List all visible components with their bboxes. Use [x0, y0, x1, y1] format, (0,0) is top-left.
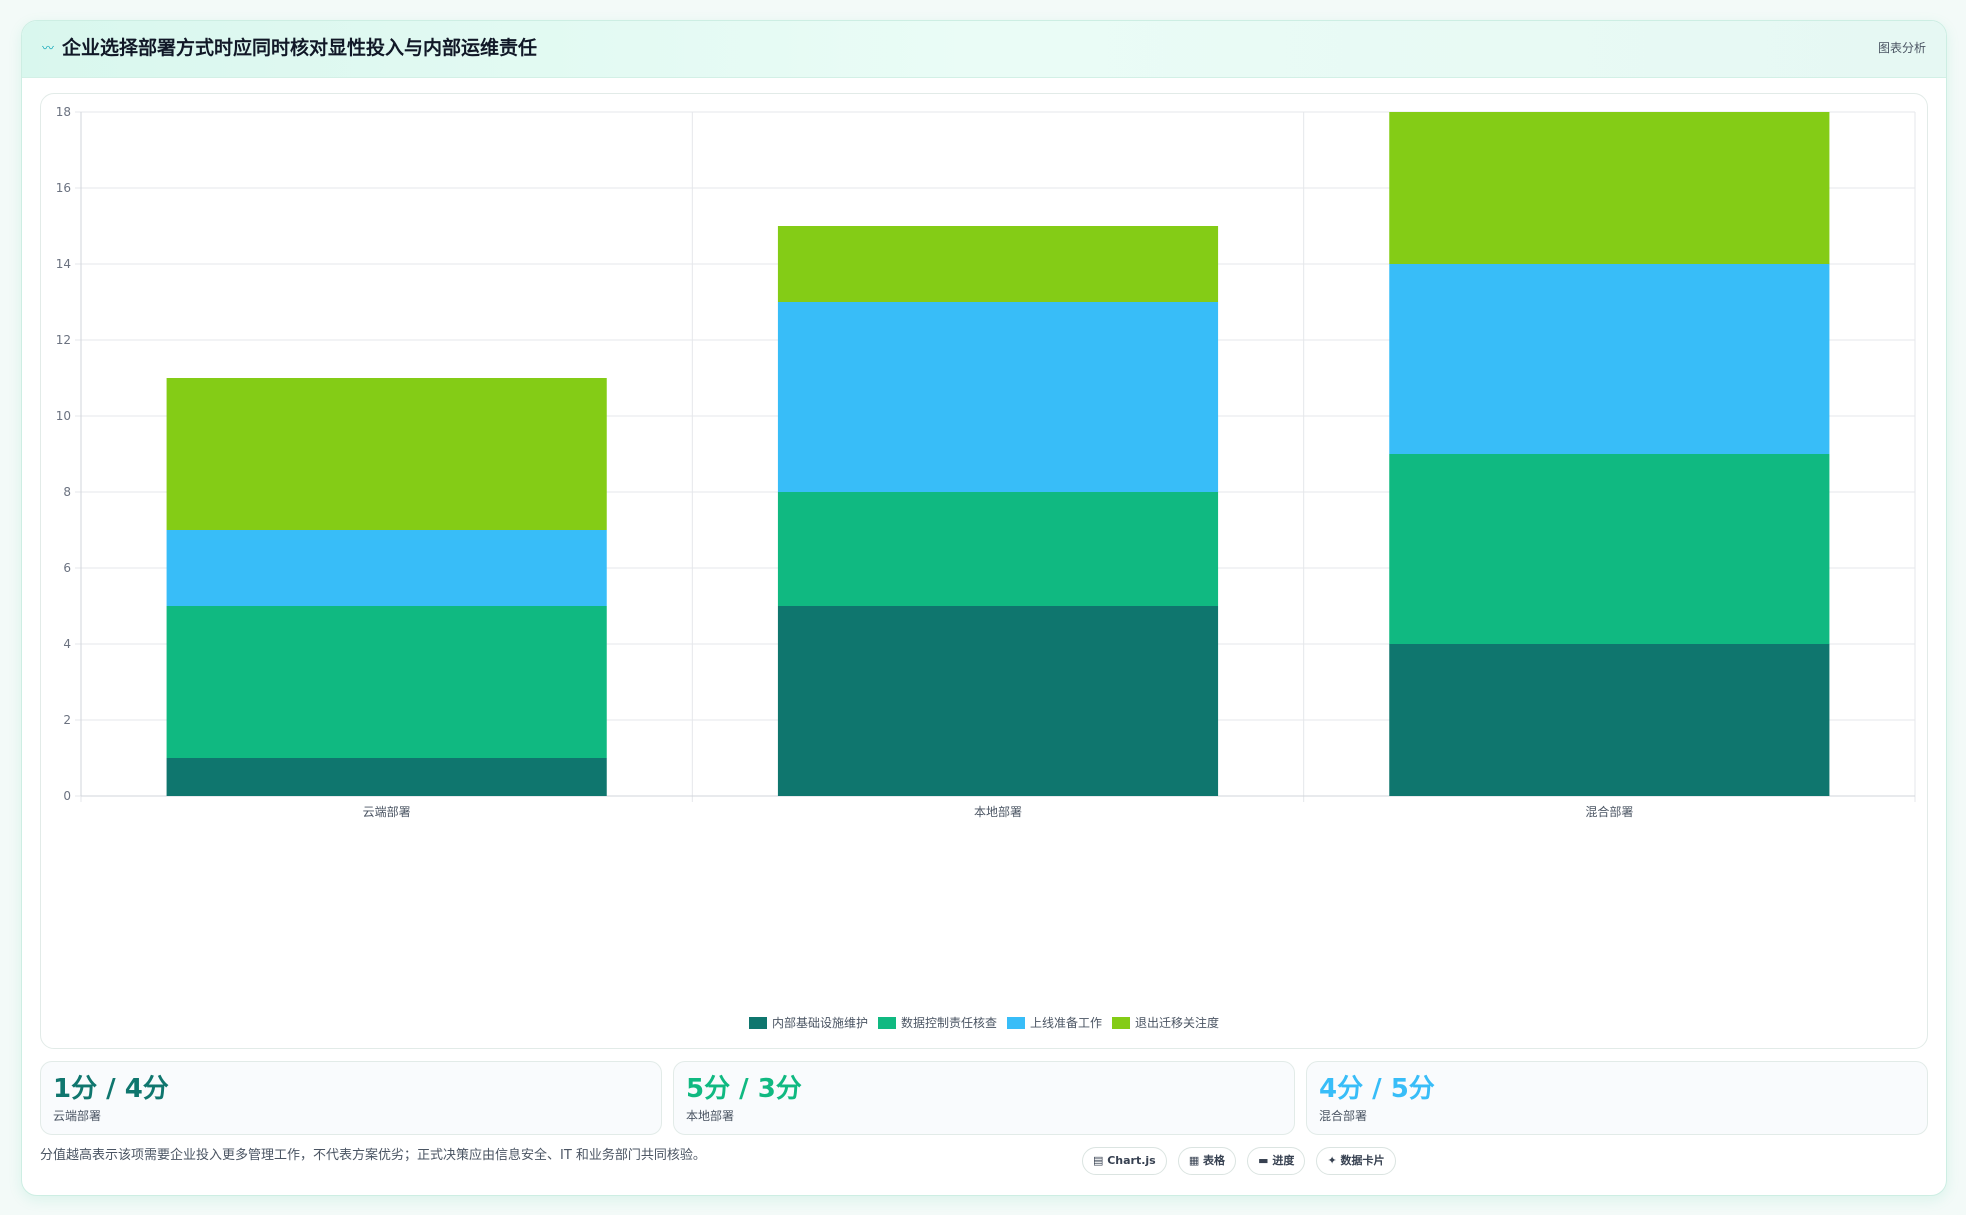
y-tick-label: 18	[56, 105, 71, 119]
legend-item[interactable]: 内部基础设施维护	[748, 1014, 868, 1031]
bar-segment	[166, 378, 607, 530]
bar-segment	[166, 758, 607, 796]
y-tick-label: 4	[63, 637, 71, 651]
stat-value: 1分 / 4分	[53, 1074, 169, 1104]
stat-value: 5分 / 3分	[686, 1074, 802, 1104]
y-tick-label: 16	[56, 181, 71, 195]
stat-label: 云端部署	[53, 1109, 102, 1123]
legend-item[interactable]: 数据控制责任核查	[877, 1014, 997, 1031]
legend-label: 退出迁移关注度	[1135, 1016, 1220, 1030]
page-title: 企业选择部署方式时应同时核对显性投入与内部运维责任	[62, 37, 538, 59]
stat-value: 4分 / 5分	[1319, 1074, 1435, 1104]
x-tick-label: 云端部署	[363, 804, 411, 819]
legend-item[interactable]: 上线准备工作	[1007, 1014, 1102, 1031]
legend-swatch	[1112, 1017, 1131, 1029]
trend-line-icon: 〰	[42, 41, 55, 55]
stat-label: 本地部署	[686, 1109, 735, 1123]
stat-card-onprem: 5分 / 3分 本地部署	[673, 1061, 1295, 1135]
bar-segment	[1389, 264, 1830, 454]
y-tick-label: 6	[63, 561, 71, 575]
legend-label: 数据控制责任核查	[900, 1016, 997, 1030]
chart-container: 0 2 4 6 8 10 12 14 16 18 云端部署 本地部署 混合部署 内部基础设施维护 数据控制…	[40, 93, 1928, 1049]
bar-segment	[166, 530, 607, 606]
legend-label: 上线准备工作	[1030, 1016, 1103, 1030]
card-header: 〰 企业选择部署方式时应同时核对显性投入与内部运维责任 图表分析	[22, 21, 1946, 78]
progress-button[interactable]: ▬ 进度	[1247, 1147, 1306, 1175]
chart-analysis-tag[interactable]: 图表分析	[1877, 41, 1926, 55]
footnote: 分值越高表示该项需要企业投入更多管理工作，不代表方案优劣；正式决策应由信息安全、…	[40, 1148, 706, 1163]
legend-swatch	[877, 1017, 896, 1029]
legend-label: 内部基础设施维护	[771, 1016, 868, 1030]
view-toggle-group: ▤ Chart.js ▦ 表格 ▬ 进度 ✦ 数据卡片	[1082, 1147, 1402, 1175]
x-tick-label: 混合部署	[1585, 804, 1633, 819]
y-tick-label: 8	[63, 485, 71, 499]
table-button[interactable]: ▦ 表格	[1177, 1147, 1237, 1175]
y-tick-label: 10	[56, 409, 71, 423]
y-tick-label: 0	[63, 789, 71, 803]
stat-card-cloud: 1分 / 4分 云端部署	[40, 1061, 662, 1135]
stacked-bar-chart: 0 2 4 6 8 10 12 14 16 18 云端部署 本地部署 混合部署	[56, 105, 1916, 819]
y-tick-label: 14	[56, 257, 71, 271]
bar-segment	[1389, 454, 1830, 644]
bar-segment	[1389, 112, 1830, 264]
bar-segment	[777, 606, 1219, 796]
chart-legend: 内部基础设施维护 数据控制责任核查 上线准备工作 退出迁移关注度	[41, 1014, 1927, 1031]
legend-item[interactable]: 退出迁移关注度	[1112, 1014, 1219, 1031]
bar-segment	[1389, 644, 1830, 796]
bar-segment	[777, 492, 1219, 606]
y-tick-label: 12	[56, 333, 71, 347]
bar-segment	[777, 302, 1219, 492]
legend-swatch	[1007, 1017, 1025, 1029]
legend-swatch	[748, 1017, 767, 1029]
stat-card-hybrid: 4分 / 5分 混合部署	[1306, 1061, 1928, 1135]
bar-segment	[777, 226, 1219, 302]
y-tick-label: 2	[63, 713, 71, 727]
stat-label: 混合部署	[1319, 1109, 1368, 1123]
x-tick-label: 本地部署	[974, 804, 1022, 819]
chart-card: 〰 企业选择部署方式时应同时核对显性投入与内部运维责任 图表分析 0 2 4 6 8 10…	[21, 20, 1947, 1196]
chartjs-button[interactable]: ▤ Chart.js	[1082, 1147, 1167, 1175]
bar-segment	[166, 606, 607, 758]
data-card-button[interactable]: ✦ 数据卡片	[1316, 1147, 1396, 1175]
